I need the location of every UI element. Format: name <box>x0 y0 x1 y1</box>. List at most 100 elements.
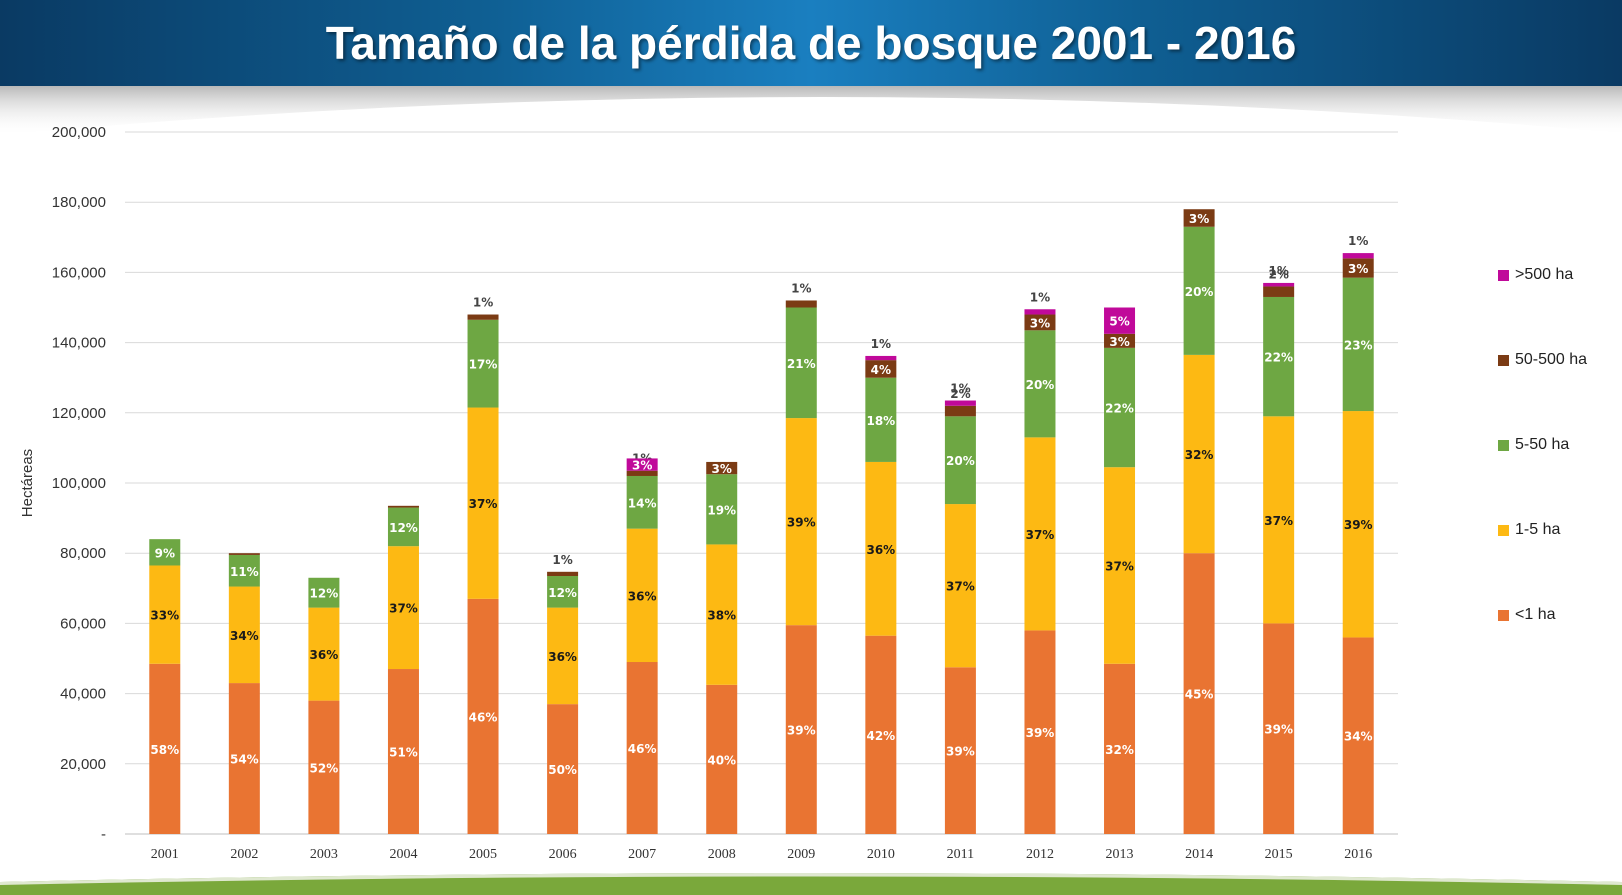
legend-label: 50-500 ha <box>1515 351 1588 368</box>
data-label: 14% <box>628 496 657 510</box>
bar-segment <box>865 461 897 636</box>
x-tick-label: 2003 <box>310 847 338 862</box>
bar-segment <box>1104 347 1136 468</box>
data-label: 5% <box>1109 315 1129 329</box>
data-label: 33% <box>150 609 179 623</box>
bar-segment <box>626 470 658 476</box>
data-label: 12% <box>389 521 418 535</box>
data-label: 37% <box>1264 514 1293 528</box>
data-label: 17% <box>469 358 498 372</box>
bar-segment <box>944 504 976 668</box>
bar-segment <box>1342 637 1374 834</box>
bar-segment <box>228 586 260 684</box>
x-tick-label: 2014 <box>1185 847 1213 862</box>
data-label: 2% <box>950 387 970 401</box>
bar-segment <box>785 307 817 419</box>
x-tick-label: 2006 <box>549 847 577 862</box>
bar-segment <box>1342 277 1374 412</box>
bar-segment <box>785 625 817 834</box>
legend-item: 50-500 ha <box>1498 350 1587 370</box>
data-label: 2% <box>1268 267 1288 281</box>
data-label: 58% <box>150 743 179 757</box>
bar-segment <box>865 377 897 462</box>
data-label: 22% <box>1264 351 1293 365</box>
bar-segment <box>706 544 738 685</box>
data-label: 1% <box>871 337 891 351</box>
x-tick-label: 2004 <box>389 847 417 862</box>
footer-curve <box>0 873 1622 895</box>
bar-segment <box>228 554 260 587</box>
data-label: 23% <box>1344 338 1373 352</box>
x-tick-label: 2007 <box>628 847 656 862</box>
data-label: 9% <box>155 546 175 560</box>
data-label: 42% <box>866 729 895 743</box>
data-label: 1% <box>1030 290 1050 304</box>
title-banner <box>0 0 1622 86</box>
data-label: 3% <box>1189 212 1209 226</box>
data-label: 39% <box>1026 726 1055 740</box>
bar-segment <box>1263 416 1295 624</box>
bar-segment <box>865 355 897 361</box>
bar-segment <box>149 539 181 566</box>
data-label: 20% <box>1185 285 1214 299</box>
data-label: 1% <box>473 296 493 310</box>
legend-swatch <box>1498 609 1509 621</box>
bar-segment <box>387 505 419 508</box>
legend-label: 1-5 ha <box>1515 521 1561 538</box>
data-label: 36% <box>628 589 657 603</box>
bar-segment <box>706 684 738 834</box>
bar-segment <box>1024 437 1056 631</box>
data-label: 3% <box>712 462 732 476</box>
data-label: 22% <box>1105 402 1134 416</box>
data-label: 52% <box>310 761 339 775</box>
bar-segment <box>1183 226 1215 355</box>
banner-curve <box>0 86 1622 146</box>
bar-segment <box>626 475 658 529</box>
legend-label: 5-50 ha <box>1515 436 1570 453</box>
data-label: 46% <box>628 742 657 756</box>
y-tick-label: 180,000 <box>52 194 106 211</box>
y-tick-label: 60,000 <box>60 615 106 632</box>
data-label: 45% <box>1185 688 1214 702</box>
data-label: 3% <box>1109 335 1129 349</box>
bar-segment <box>626 528 658 663</box>
data-label: 3% <box>1030 316 1050 330</box>
bar-segment <box>706 474 738 545</box>
x-tick-label: 2009 <box>787 847 815 862</box>
data-label: 12% <box>548 586 577 600</box>
data-label: 20% <box>946 454 975 468</box>
data-label: 1% <box>791 281 811 295</box>
y-axis-label: Hectáreas <box>19 449 36 517</box>
legend-item: 1-5 ha <box>1498 520 1560 540</box>
data-label: 39% <box>946 745 975 759</box>
y-tick-label: 120,000 <box>52 405 106 422</box>
legend-swatch <box>1498 524 1509 536</box>
bar-segment <box>1342 258 1374 278</box>
bar-segment <box>626 458 658 471</box>
data-label: 20% <box>1026 378 1055 392</box>
bar-segment <box>387 669 419 834</box>
data-label: 36% <box>866 543 895 557</box>
bar-segment <box>467 598 499 834</box>
data-label: 39% <box>1264 723 1293 737</box>
data-label: 1% <box>552 553 572 567</box>
bar-segment <box>1024 330 1056 438</box>
bar-segment <box>1024 314 1056 331</box>
x-tick-label: 2015 <box>1265 847 1293 862</box>
data-label: 32% <box>1185 448 1214 462</box>
y-tick-label: 20,000 <box>60 756 106 773</box>
bar-segment <box>547 607 579 705</box>
bar-segment <box>785 418 817 626</box>
x-tick-label: 2011 <box>947 847 974 862</box>
bar-segment <box>467 314 499 320</box>
bar-segment <box>1342 253 1374 259</box>
bar-segment <box>149 565 181 664</box>
legend-label: >500 ha <box>1515 266 1574 283</box>
bar-segment <box>1263 623 1295 834</box>
data-label: 12% <box>310 587 339 601</box>
bar-segment <box>308 700 340 834</box>
bar-segment <box>547 571 579 577</box>
legend-swatch <box>1498 269 1509 281</box>
data-label: 3% <box>632 459 652 473</box>
